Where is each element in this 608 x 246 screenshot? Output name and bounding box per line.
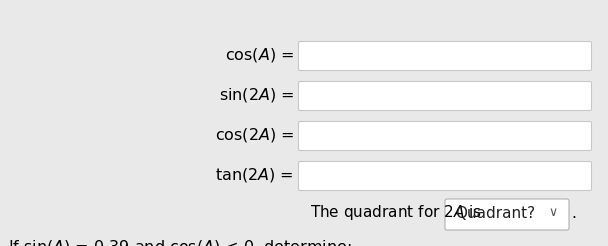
Text: sin(2$A$) =: sin(2$A$) = xyxy=(219,86,294,104)
Text: .: . xyxy=(571,205,576,220)
Text: The quadrant for 2$A$ is: The quadrant for 2$A$ is xyxy=(310,203,482,222)
Text: cos($A$) =: cos($A$) = xyxy=(225,46,294,64)
Text: ∨: ∨ xyxy=(548,206,558,219)
Text: cos(2$A$) =: cos(2$A$) = xyxy=(215,126,294,144)
FancyBboxPatch shape xyxy=(299,162,592,190)
Text: tan(2$A$) =: tan(2$A$) = xyxy=(215,166,294,184)
Text: If sin($A$) = 0.39 and cos($A$) < 0, determine:: If sin($A$) = 0.39 and cos($A$) < 0, det… xyxy=(8,238,352,246)
FancyBboxPatch shape xyxy=(299,42,592,71)
FancyBboxPatch shape xyxy=(299,122,592,151)
FancyBboxPatch shape xyxy=(299,81,592,110)
FancyBboxPatch shape xyxy=(445,199,569,230)
Text: Quadrant?: Quadrant? xyxy=(455,205,535,220)
